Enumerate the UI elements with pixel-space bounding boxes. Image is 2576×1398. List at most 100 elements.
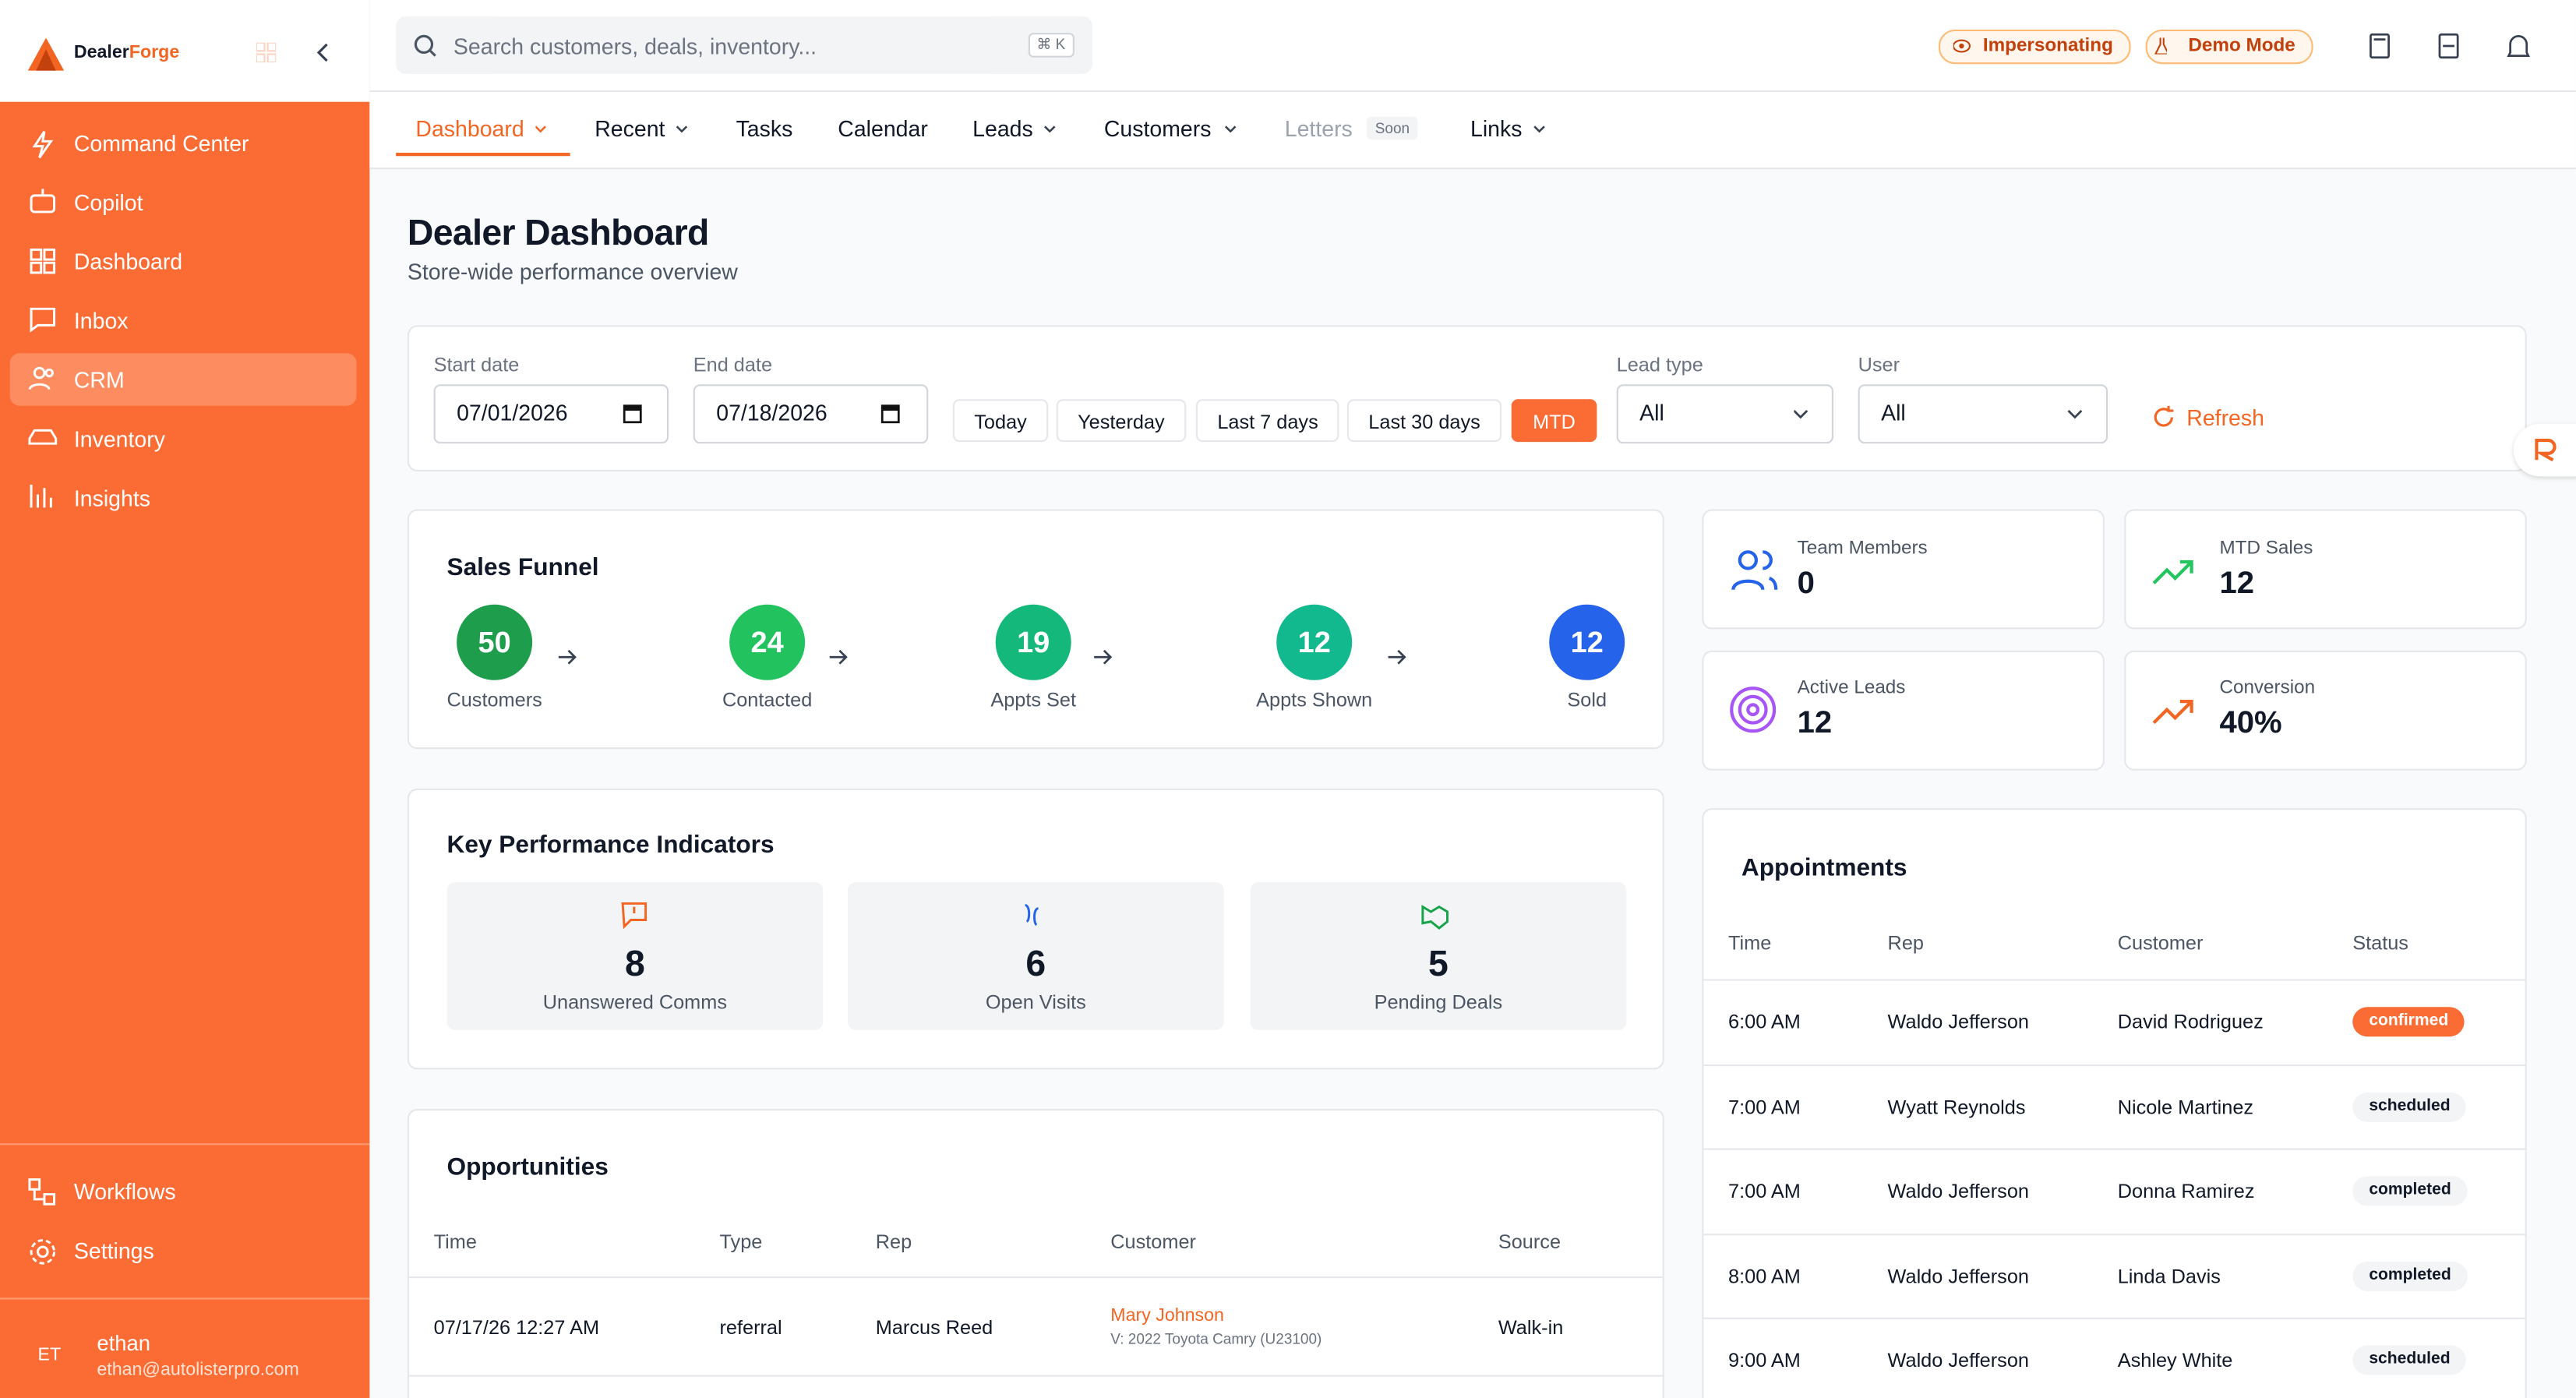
stat-value: 0	[1797, 567, 1815, 602]
widget-icon	[2535, 438, 2557, 462]
nav-icons	[28, 130, 58, 508]
customer-link[interactable]: Mary Johnson	[1110, 1305, 1224, 1326]
cell: Waldo Jefferson	[1887, 1010, 2029, 1033]
kpi-value: 5	[1427, 943, 1449, 984]
card-title: Appointments	[1741, 854, 1907, 883]
funnel-count: 12	[1549, 604, 1625, 680]
status-pill: completed	[2352, 1260, 2468, 1290]
refresh-button[interactable]: Refresh	[2186, 405, 2264, 431]
start-date[interactable]: 07/01/2026	[433, 384, 669, 444]
user-select[interactable]: All	[1858, 384, 2108, 444]
column-header: Status	[2352, 931, 2408, 955]
grid-icon[interactable]	[256, 42, 277, 63]
range-button[interactable]: MTD	[1511, 399, 1597, 443]
tab[interactable]: Customers	[1103, 116, 1212, 142]
cell: 9:00 AM	[1728, 1348, 1801, 1372]
column-header: Type	[719, 1230, 763, 1254]
range-button[interactable]: Yesterday	[1056, 399, 1187, 443]
floating-widget[interactable]	[2513, 423, 2576, 477]
cell: 8:00 AM	[1728, 1264, 1801, 1287]
sidebar	[0, 0, 370, 1398]
nav-item[interactable]: CRM	[73, 368, 125, 393]
select-carets	[1794, 410, 2083, 419]
funnel-label: Appts Shown	[1256, 688, 1373, 711]
range-button[interactable]: Today	[952, 399, 1049, 443]
column-header: Rep	[875, 1230, 912, 1254]
nav-item[interactable]: Workflows	[73, 1179, 176, 1205]
kpi-value: 6	[1025, 943, 1046, 984]
funnel-count: 19	[995, 604, 1071, 680]
nav-item[interactable]: Inbox	[73, 309, 129, 334]
filter-label: End date	[693, 353, 773, 376]
status-pill: confirmed	[2352, 1007, 2465, 1037]
range-button[interactable]: Last 30 days	[1346, 399, 1502, 443]
funnel-label: Customers	[446, 688, 542, 711]
bottom-icons	[28, 1178, 56, 1265]
brand-part: Forge	[129, 42, 180, 63]
cell: Donna Ramirez	[2117, 1179, 2255, 1203]
page-subtitle: Store-wide performance overview	[407, 259, 738, 284]
funnel-label: Contacted	[722, 688, 813, 711]
badge-icons	[1953, 37, 2167, 55]
stat-card	[1702, 650, 2105, 771]
funnel-arrows	[558, 649, 1406, 665]
column-header: Rep	[1887, 931, 1924, 955]
end-date[interactable]: 07/18/2026	[693, 384, 929, 444]
cell: Wyatt Reynolds	[1887, 1095, 2026, 1118]
column-header: Time	[433, 1230, 477, 1254]
toolbar-icons[interactable]	[2369, 31, 2533, 61]
status-pill: scheduled	[2352, 1091, 2467, 1121]
avatar: ET	[37, 1345, 62, 1365]
tab[interactable]: Links	[1470, 116, 1523, 142]
nav-item[interactable]: Dashboard	[73, 249, 183, 275]
tab[interactable]: Tasks	[736, 116, 793, 142]
collapse-icon[interactable]	[316, 43, 332, 62]
nav-item[interactable]: Inventory	[73, 427, 165, 452]
row-divider	[1703, 1148, 2525, 1150]
column-header: Customer	[1110, 1230, 1196, 1254]
stat-label: MTD Sales	[2219, 538, 2313, 559]
card-title: Opportunities	[446, 1153, 609, 1181]
stat-value: 12	[2219, 567, 2255, 602]
tab[interactable]: Recent	[595, 116, 665, 142]
tab-underline	[396, 153, 570, 157]
nav-item[interactable]: Command Center	[73, 131, 249, 157]
user-name: ethan	[97, 1330, 151, 1356]
kpi-label: Open Visits	[985, 990, 1086, 1014]
status-pill: scheduled	[2352, 1345, 2467, 1375]
tab[interactable]: Dashboard	[415, 116, 524, 142]
tab[interactable]: Calendar	[838, 116, 928, 142]
cell: Marcus Reed	[875, 1315, 993, 1340]
row-divider	[1703, 979, 2525, 981]
kpi-tile	[446, 882, 824, 1030]
stat-value: 12	[1797, 706, 1833, 741]
column-header: Customer	[2117, 931, 2204, 955]
nav-active-bg	[9, 353, 357, 406]
logo	[27, 37, 65, 71]
nav-item[interactable]: Copilot	[73, 190, 143, 216]
cell: Waldo Jefferson	[1887, 1179, 2029, 1203]
impersonating-badge[interactable]: Impersonating	[1938, 29, 2132, 65]
brand-part: Dealer	[73, 42, 129, 63]
tab: Letters	[1284, 116, 1353, 142]
tab-carets	[535, 125, 1545, 133]
row-divider	[1703, 1317, 2525, 1319]
stat-card	[1702, 509, 2105, 630]
nav-item[interactable]: Insights	[73, 485, 150, 511]
kpi-tile	[847, 882, 1224, 1030]
cell: Ashley White	[2117, 1348, 2233, 1372]
tabbar	[369, 92, 2576, 170]
demo-badge[interactable]: Demo Mode	[2145, 29, 2313, 65]
page-title: Dealer Dashboard	[407, 211, 710, 253]
tab[interactable]: Leads	[972, 116, 1033, 142]
vehicle: V: 2022 Toyota Camry (U23100)	[1110, 1330, 1322, 1347]
cell: 6:00 AM	[1728, 1010, 1801, 1033]
range-button[interactable]: Last 7 days	[1195, 399, 1340, 443]
funnel-label: Sold	[1567, 688, 1607, 711]
nav-item[interactable]: Settings	[73, 1238, 154, 1264]
search-box[interactable]	[396, 16, 1093, 74]
cell: Waldo Jefferson	[1887, 1264, 2029, 1287]
column-header: Source	[1498, 1230, 1561, 1254]
